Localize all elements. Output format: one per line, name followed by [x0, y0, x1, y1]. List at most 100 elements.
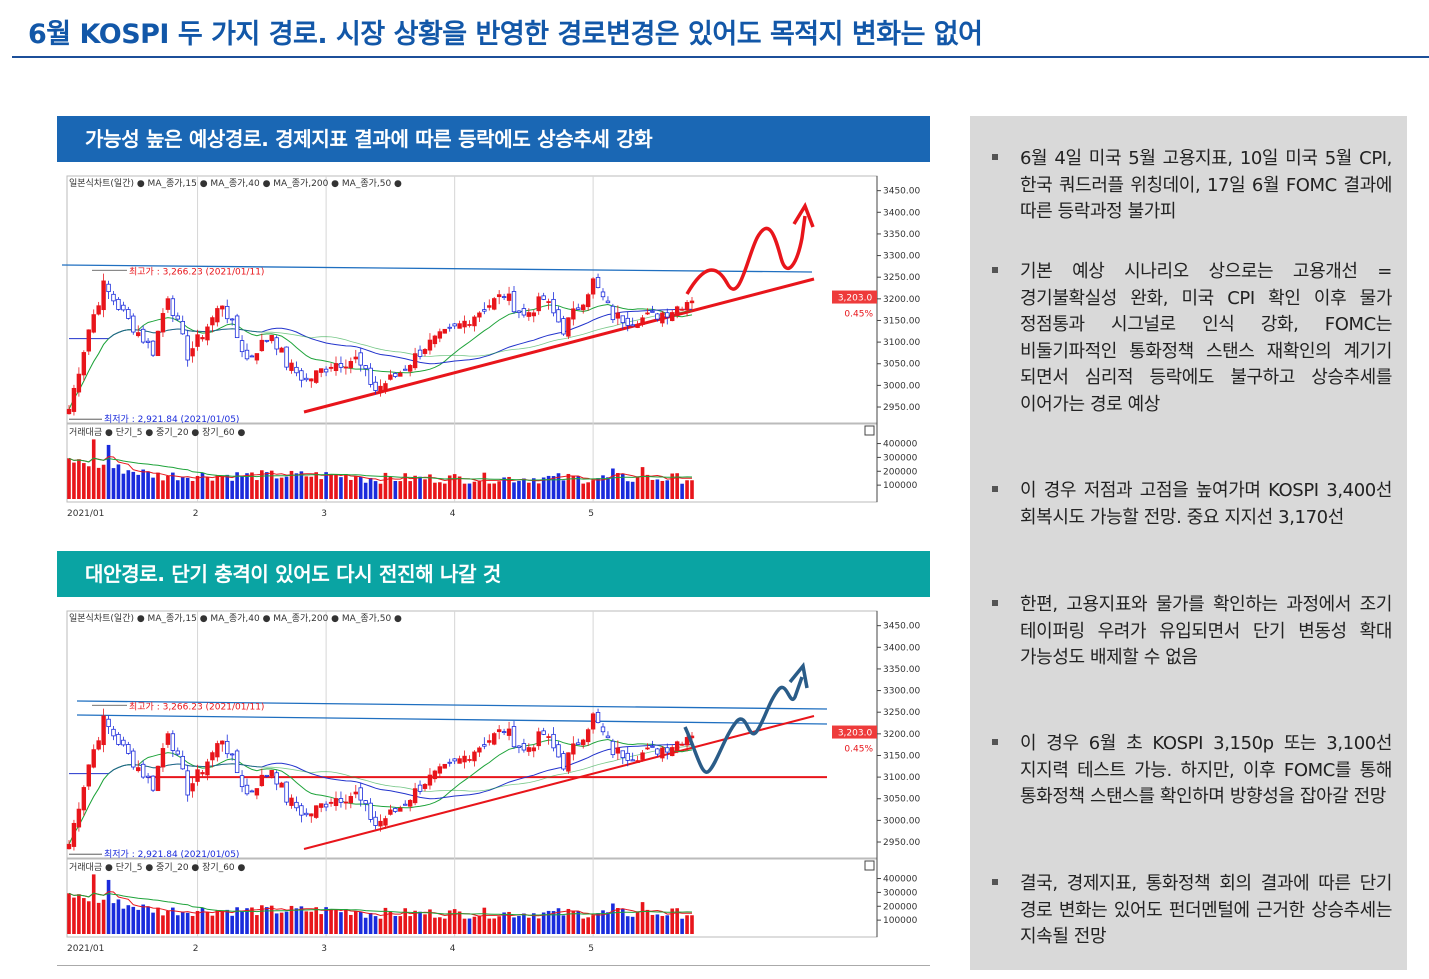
candle-body [630, 324, 635, 327]
volume-bar [517, 915, 521, 934]
volume-bar [457, 911, 462, 934]
candle-body [462, 320, 467, 328]
y-tick-label: 3100.00 [883, 338, 920, 348]
candle-body [383, 383, 388, 391]
volume-bar [136, 909, 141, 934]
candle-body [111, 293, 116, 302]
candle-body [314, 370, 319, 383]
volume-bar [324, 472, 328, 499]
candle-body [501, 296, 507, 299]
volume-bar [635, 911, 640, 934]
candle-body [363, 365, 368, 370]
candle-body [225, 740, 230, 755]
volume-bar [314, 472, 319, 499]
candle-body [422, 349, 428, 354]
commentary-text: 6월 4일 미국 5월 고용지표, 10일 미국 5월 CPI, 한국 쿼드러플… [1020, 148, 1392, 222]
candle-body [269, 335, 274, 342]
volume-tick-label: 100000 [883, 916, 918, 926]
volume-bar [531, 913, 536, 934]
candle-body [650, 310, 655, 313]
candle-body [541, 730, 546, 735]
volume-bar [136, 474, 141, 499]
candle-body [318, 368, 324, 373]
last-change-label: 0.45% [844, 310, 873, 320]
volume-tick-label: 100000 [883, 481, 918, 491]
candle-body [640, 752, 645, 760]
volume-bar [640, 467, 645, 499]
volume-bar [289, 470, 294, 499]
volume-bar [388, 476, 393, 499]
candle-body [150, 775, 156, 791]
bottom-rule [57, 965, 930, 966]
square-bullet-icon [992, 879, 998, 885]
volume-bar [225, 909, 230, 934]
volume-bar [611, 903, 615, 934]
y-tick-label: 3300.00 [883, 252, 920, 262]
y-tick-label: 3400.00 [883, 643, 920, 653]
volume-bar [620, 473, 625, 499]
volume-bar [571, 911, 576, 934]
volume-bar [373, 916, 378, 934]
candle-body [358, 352, 363, 366]
volume-bar [561, 915, 566, 934]
volume-bar [146, 471, 150, 499]
scenario-arrow-path [685, 215, 807, 295]
volume-bar [245, 908, 249, 934]
volume-bar [245, 473, 249, 499]
volume-bar [428, 909, 432, 934]
candle-body [432, 335, 438, 345]
volume-bar [581, 483, 586, 499]
volume-bar [304, 476, 309, 499]
volume-bar [383, 472, 388, 499]
candle-body [511, 726, 517, 748]
candle-body [185, 335, 190, 361]
commentary-bullet: 한편, 고용지표와 물가를 확인하는 과정에서 조기 테이퍼링 우려가 유입되면… [992, 592, 1392, 672]
candle-body [229, 318, 235, 321]
candle-body [605, 300, 611, 304]
volume-bar [551, 476, 556, 499]
candle-body [546, 301, 551, 303]
y-tick-label: 3150.00 [883, 751, 920, 761]
last-price-label: 3,203.0 [838, 729, 873, 739]
candle-body [76, 808, 82, 828]
candle-body [121, 304, 126, 311]
candle-body [145, 340, 151, 343]
x-tick-label: 4 [450, 509, 456, 519]
candle-body [304, 812, 309, 816]
volume-bar [408, 916, 412, 934]
candle-body [66, 843, 72, 850]
volume-tick-label: 400000 [883, 875, 918, 885]
candle-body [244, 784, 250, 795]
volume-bar [423, 914, 427, 934]
volume-bar [660, 480, 665, 499]
volume-bar [665, 915, 670, 934]
volume-ma-5-line [68, 891, 692, 917]
x-tick-label: 2021/01 [67, 509, 104, 519]
candle-body [373, 816, 378, 826]
volume-bar [472, 481, 477, 499]
x-tick-label: 5 [588, 944, 594, 954]
volume-bar [576, 910, 581, 934]
candle-body [670, 747, 675, 757]
candle-body [294, 366, 299, 374]
volume-bar [215, 910, 220, 934]
volume-bar [324, 907, 328, 934]
volume-bar [353, 911, 358, 934]
x-tick-label: 2 [193, 509, 199, 519]
candle-body [170, 733, 176, 751]
volume-bar [403, 473, 408, 499]
commentary-text: 이 경우 6월 초 KOSPI 3,150p 또는 3,100선 지지력 테스트… [1020, 733, 1392, 807]
volume-bar [472, 916, 477, 934]
scenario-arrow-path [683, 676, 804, 774]
candle-body [412, 353, 418, 369]
candle-body [388, 374, 393, 380]
volume-bar [675, 908, 679, 934]
square-bullet-icon [992, 267, 998, 273]
volume-bar [640, 902, 645, 934]
volume-bar [279, 477, 284, 499]
candle-body [620, 315, 625, 324]
volume-bar [299, 471, 304, 499]
volume-bar [344, 473, 348, 499]
volume-bar [339, 477, 343, 499]
candle-body [140, 328, 146, 343]
